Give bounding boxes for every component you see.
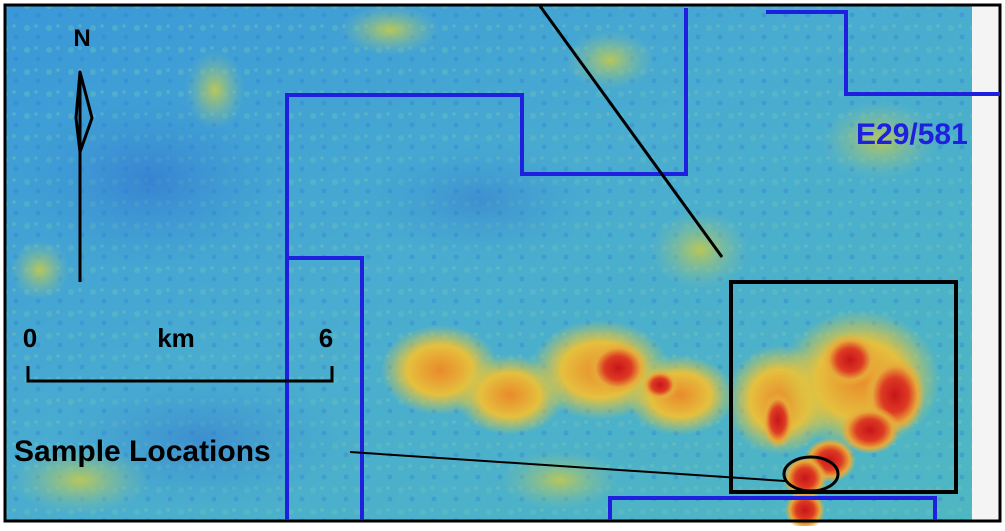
scale-end-label: 6 [319,323,333,353]
scale-bar: 0 km 6 [23,323,334,383]
annotation-leader-line [349,451,786,482]
tenement-boundary [285,8,1000,520]
sample-location-marker [782,455,840,493]
inset-leader-line [538,5,724,258]
tenement-label: E29/581 [856,118,968,151]
north-label: N [73,25,90,52]
raster-image [6,5,972,530]
scale-start-label: 0 [23,323,37,353]
scale-unit-label: km [157,323,195,353]
inset-box [729,280,958,494]
sample-locations-label: Sample Locations [14,435,271,468]
north-arrow: N [73,25,94,282]
